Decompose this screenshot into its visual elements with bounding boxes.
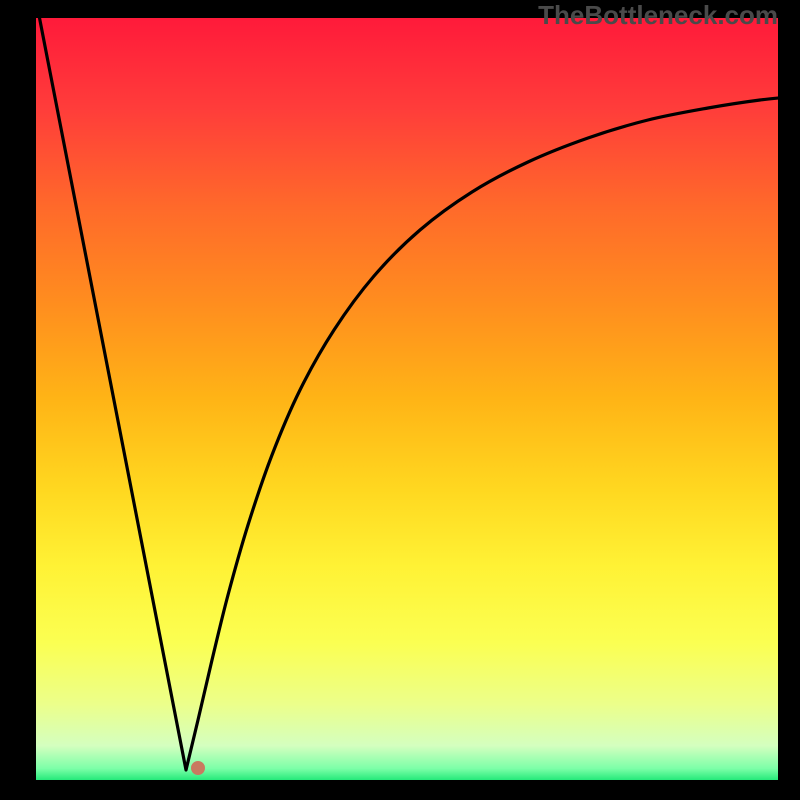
curve-layer <box>0 0 800 800</box>
bottleneck-curve <box>36 0 800 770</box>
optimal-point-marker <box>191 761 205 775</box>
chart-container: TheBottleneck.com <box>0 0 800 800</box>
watermark-text: TheBottleneck.com <box>538 0 778 31</box>
